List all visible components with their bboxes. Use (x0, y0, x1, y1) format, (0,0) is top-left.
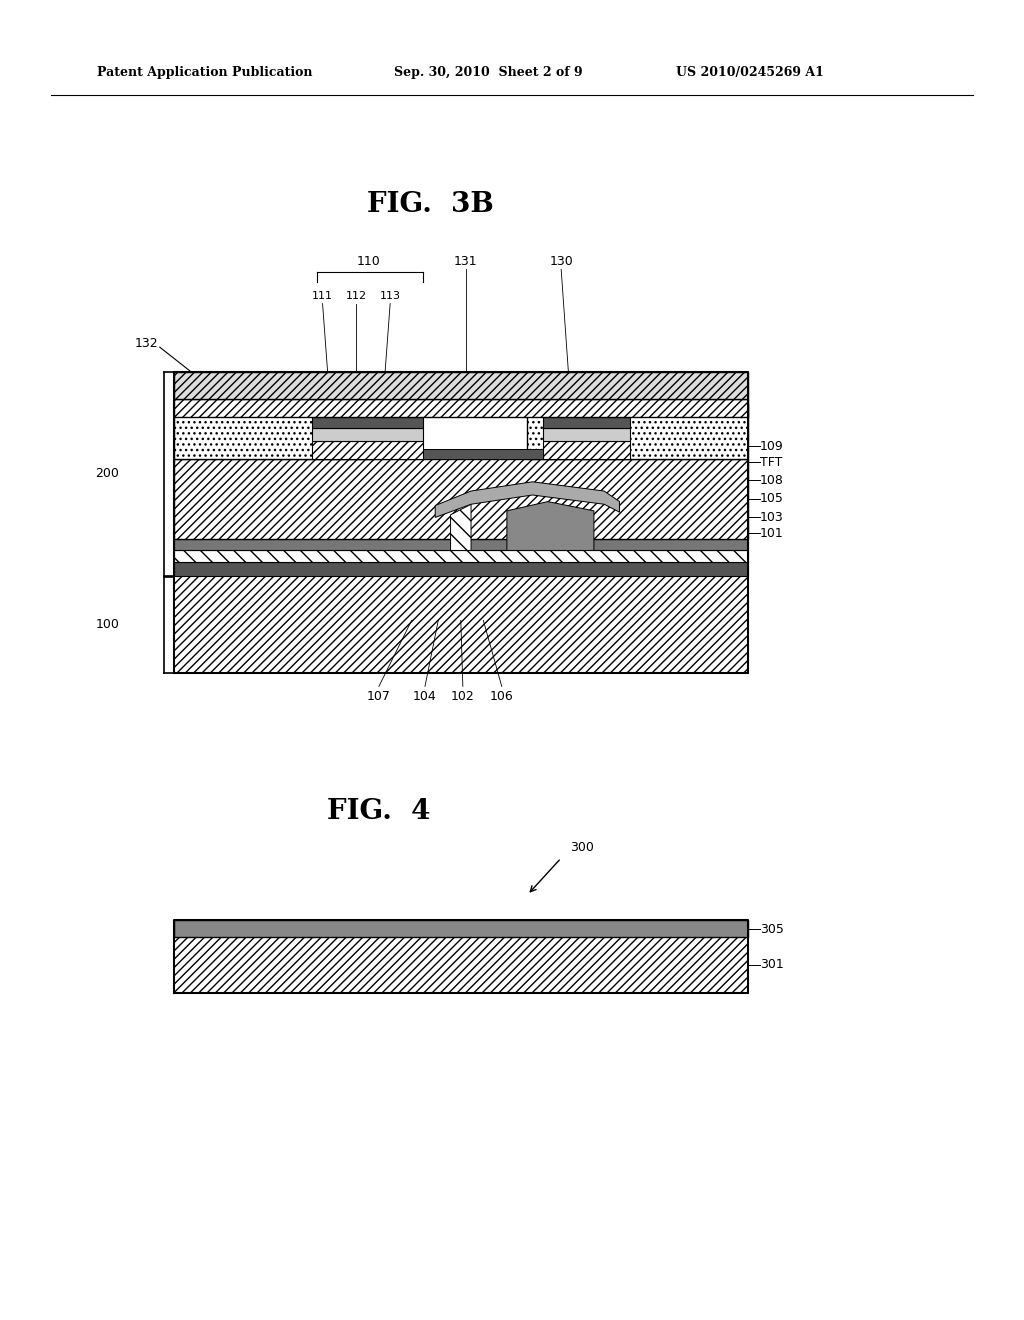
Polygon shape (435, 482, 620, 517)
Text: 111: 111 (312, 290, 333, 301)
Bar (312, 428, 423, 441)
Bar (543, 417, 630, 428)
Bar (174, 399, 748, 417)
Text: 107: 107 (367, 690, 391, 704)
Bar (174, 574, 748, 673)
Polygon shape (507, 502, 594, 550)
Bar (174, 937, 748, 993)
Text: 130: 130 (549, 255, 573, 268)
Polygon shape (451, 504, 471, 550)
Text: FIG.  4: FIG. 4 (328, 799, 430, 825)
Bar (543, 441, 630, 459)
Bar (543, 428, 630, 441)
Text: 103: 103 (760, 511, 783, 524)
Text: 104: 104 (413, 690, 437, 704)
Text: 100: 100 (95, 618, 120, 631)
Text: 301: 301 (760, 958, 783, 972)
Text: 131: 131 (454, 255, 478, 268)
Text: FIG.  3B: FIG. 3B (367, 191, 494, 218)
Text: 305: 305 (760, 923, 783, 936)
Text: 300: 300 (569, 841, 594, 854)
Text: 110: 110 (356, 255, 381, 268)
Bar (312, 417, 423, 428)
Text: Sep. 30, 2010  Sheet 2 of 9: Sep. 30, 2010 Sheet 2 of 9 (394, 66, 583, 79)
Bar (527, 404, 748, 459)
Text: 113: 113 (380, 290, 400, 301)
Text: 102: 102 (451, 690, 475, 704)
Text: 108: 108 (760, 474, 783, 487)
Text: 112: 112 (346, 290, 367, 301)
Text: TFT: TFT (760, 455, 782, 469)
Text: 200: 200 (95, 467, 120, 480)
Bar (423, 449, 543, 459)
Bar (174, 372, 748, 399)
Text: 106: 106 (489, 690, 514, 704)
Bar (174, 404, 374, 459)
Bar (174, 539, 748, 550)
Text: Patent Application Publication: Patent Application Publication (97, 66, 312, 79)
Text: 101: 101 (760, 527, 783, 540)
Text: 109: 109 (760, 440, 783, 453)
Text: 105: 105 (760, 492, 783, 506)
Bar (174, 920, 748, 937)
Text: US 2010/0245269 A1: US 2010/0245269 A1 (676, 66, 823, 79)
Bar (174, 550, 748, 562)
Text: 132: 132 (135, 337, 159, 350)
Bar (174, 562, 748, 576)
Bar (312, 441, 423, 459)
Bar (174, 459, 748, 539)
